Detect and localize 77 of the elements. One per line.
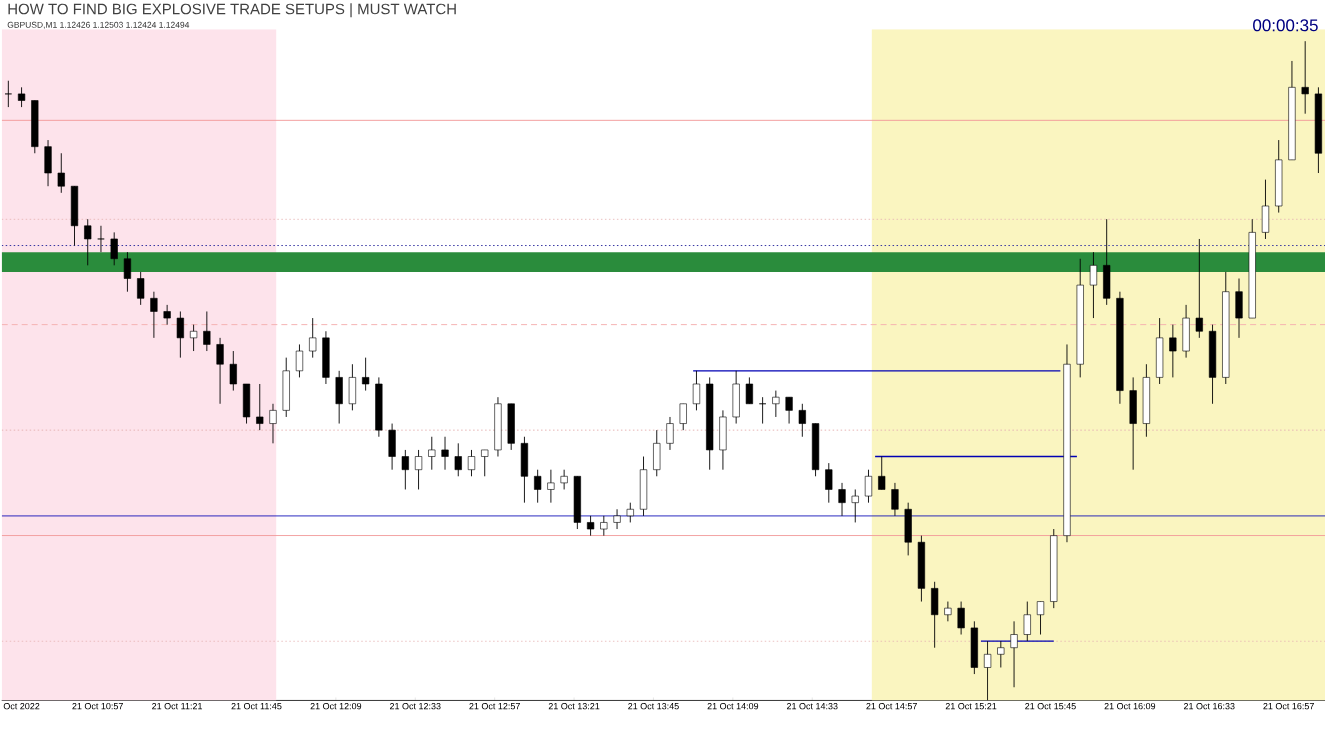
candlestick xyxy=(838,482,846,517)
candlestick xyxy=(229,350,237,391)
candlestick xyxy=(189,324,198,352)
candlestick xyxy=(1301,40,1309,114)
chart-title: HOW TO FIND BIG EXPLOSIVE TRADE SETUPS | MUST WATCH xyxy=(8,3,456,18)
candlestick xyxy=(428,436,436,470)
candlestick xyxy=(150,291,158,339)
x-tick-label: 21 Oct 11:45 xyxy=(231,702,282,710)
candlestick xyxy=(864,469,873,503)
candlestick xyxy=(441,436,449,470)
candlestick xyxy=(626,502,634,523)
candlestick xyxy=(57,152,65,194)
candlestick xyxy=(97,225,105,253)
candlestick xyxy=(666,416,674,451)
candlestick xyxy=(1169,324,1177,378)
x-tick-label: 21 Oct 15:45 xyxy=(1025,702,1076,710)
x-tick-label: 21 Oct 12:33 xyxy=(389,702,441,710)
candlestick xyxy=(1010,620,1018,688)
candlestick xyxy=(1036,600,1045,635)
candlestick xyxy=(137,271,145,306)
candlestick xyxy=(269,403,277,444)
candlestick xyxy=(454,442,462,477)
candlestick xyxy=(481,449,489,477)
text: 00:00:35 xyxy=(1253,19,1318,32)
candlestick xyxy=(123,251,132,292)
candlestick xyxy=(825,462,833,503)
x-tick-label: 21 Oct 16:57 xyxy=(1263,702,1314,710)
x-tick-label: 21 Oct 14:57 xyxy=(866,702,917,710)
candlestick xyxy=(1089,251,1098,319)
candlestick xyxy=(110,231,118,266)
candlestick xyxy=(1023,600,1031,642)
x-tick-label: 21 Oct 12:09 xyxy=(310,702,362,710)
candlestick xyxy=(692,370,701,411)
candlestick xyxy=(851,488,859,523)
candlestick xyxy=(216,337,224,405)
candlestick xyxy=(1195,238,1203,339)
candlestick xyxy=(613,508,621,530)
candlestick xyxy=(84,218,92,266)
candlestick xyxy=(362,356,370,391)
x-tick-label: 21 Oct 14:09 xyxy=(707,702,759,710)
candlestick xyxy=(586,515,595,536)
x-tick-label: 21 Oct 16:09 xyxy=(1104,702,1156,710)
candlestick xyxy=(256,383,264,431)
candlestick xyxy=(944,600,952,622)
text: GBPUSD,M1 1.12426 1.12503 1.12424 1.12494 xyxy=(7,21,190,29)
x-tick-label: 21 Oct 10:57 xyxy=(72,702,123,710)
candlestick xyxy=(798,403,806,437)
x-tick-label: 21 Oct 12:57 xyxy=(469,702,520,710)
x-tick-label: 21 Oct 13:45 xyxy=(628,702,679,710)
candlestick xyxy=(679,403,687,431)
candlestick xyxy=(309,317,317,358)
candlestick xyxy=(163,304,171,325)
candlestick xyxy=(560,469,568,490)
candlestick xyxy=(785,396,793,424)
candlestick xyxy=(997,640,1005,668)
candlestick xyxy=(17,86,26,108)
x-tick-label: 21 Oct 16:33 xyxy=(1183,702,1235,710)
x-tick-label: 21 Oct 13:21 xyxy=(548,702,600,710)
candlestick xyxy=(547,469,555,503)
candlestick xyxy=(4,80,12,108)
x-tick-label: 21 Oct 11:21 xyxy=(152,702,203,710)
x-tick-label: 21 Oct 15:21 xyxy=(945,702,997,710)
candlestick xyxy=(957,600,965,635)
candlestick xyxy=(414,449,423,490)
candlestick xyxy=(295,343,304,378)
candlestick xyxy=(176,310,184,358)
candlestick xyxy=(467,449,476,477)
candlestick xyxy=(600,515,608,536)
candlestick xyxy=(745,376,753,405)
candlestick xyxy=(401,449,409,490)
candlestick xyxy=(891,482,899,517)
candlestick xyxy=(203,310,211,352)
candlestick xyxy=(878,455,886,490)
x-tick-label: 21 Oct 14:33 xyxy=(786,702,838,710)
x-tick-label: Oct 2022 xyxy=(3,702,40,710)
candlestick xyxy=(534,469,542,503)
candlestick xyxy=(772,389,780,418)
